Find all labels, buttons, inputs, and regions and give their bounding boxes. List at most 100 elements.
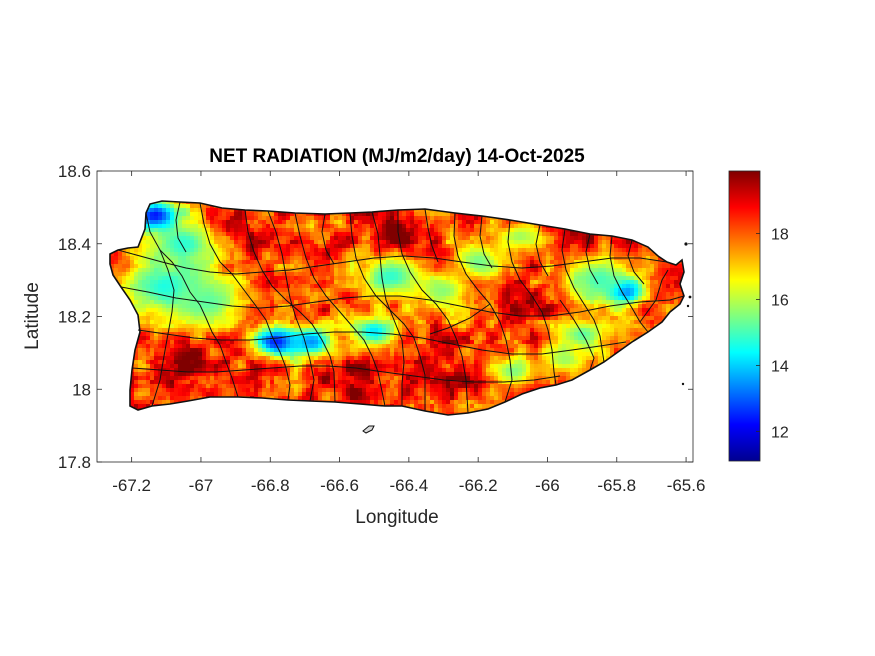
field-cell xyxy=(410,228,415,233)
field-cell xyxy=(494,260,499,265)
field-cell xyxy=(662,272,667,277)
field-cell xyxy=(134,292,139,297)
field-cell xyxy=(630,304,635,309)
field-cell xyxy=(526,296,531,301)
field-cell xyxy=(398,252,403,257)
field-cell xyxy=(258,248,263,253)
field-cell xyxy=(194,264,199,269)
field-cell xyxy=(530,248,535,253)
field-cell xyxy=(130,300,135,305)
field-cell xyxy=(530,296,535,301)
field-cell xyxy=(482,224,487,229)
field-cell xyxy=(410,316,415,321)
field-cell xyxy=(138,324,143,329)
field-cell xyxy=(610,320,615,325)
field-cell xyxy=(130,248,135,253)
field-cell xyxy=(310,216,315,221)
field-cell xyxy=(482,220,487,225)
field-cell xyxy=(242,300,247,305)
field-cell xyxy=(450,220,455,225)
field-cell xyxy=(490,260,495,265)
field-cell xyxy=(650,292,655,297)
field-cell xyxy=(478,256,483,261)
field-cell xyxy=(582,328,587,333)
field-cell xyxy=(150,228,155,233)
field-cell xyxy=(486,324,491,329)
field-cell xyxy=(542,248,547,253)
field-cell xyxy=(374,288,379,293)
field-cell xyxy=(306,284,311,289)
field-cell xyxy=(510,272,515,277)
field-cell xyxy=(406,268,411,273)
field-cell xyxy=(230,264,235,269)
field-cell xyxy=(582,252,587,257)
field-cell xyxy=(534,252,539,257)
field-cell xyxy=(290,248,295,253)
field-cell xyxy=(402,280,407,285)
field-cell xyxy=(374,248,379,253)
field-cell xyxy=(246,244,251,249)
field-cell xyxy=(474,320,479,325)
field-cell xyxy=(318,280,323,285)
field-cell xyxy=(306,280,311,285)
field-cell xyxy=(498,304,503,309)
field-cell xyxy=(402,328,407,333)
field-cell xyxy=(230,220,235,225)
field-cell xyxy=(522,268,527,273)
field-cell xyxy=(590,264,595,269)
field-cell xyxy=(138,300,143,305)
field-cell xyxy=(206,332,211,337)
field-cell xyxy=(226,276,231,281)
field-cell xyxy=(370,224,375,229)
field-cell xyxy=(254,276,259,281)
field-cell xyxy=(298,232,303,237)
field-cell xyxy=(626,320,631,325)
field-cell xyxy=(270,212,275,217)
field-cell xyxy=(250,212,255,217)
field-cell xyxy=(210,316,215,321)
field-cell xyxy=(438,224,443,229)
field-cell xyxy=(538,248,543,253)
field-cell xyxy=(326,280,331,285)
field-cell xyxy=(194,272,199,277)
field-cell xyxy=(190,264,195,269)
field-cell xyxy=(190,220,195,225)
field-cell xyxy=(598,260,603,265)
field-cell xyxy=(482,308,487,313)
field-cell xyxy=(666,292,671,297)
field-cell xyxy=(362,300,367,305)
field-cell xyxy=(182,252,187,257)
field-cell xyxy=(614,276,619,281)
field-cell xyxy=(374,240,379,245)
field-cell xyxy=(582,324,587,329)
field-cell xyxy=(650,272,655,277)
field-cell xyxy=(150,260,155,265)
field-cell xyxy=(158,296,163,301)
field-cell xyxy=(518,260,523,265)
field-cell xyxy=(342,212,347,217)
field-cell xyxy=(234,256,239,261)
field-cell xyxy=(666,300,671,305)
field-cell xyxy=(394,288,399,293)
field-cell xyxy=(486,264,491,269)
field-cell xyxy=(622,276,627,281)
field-cell xyxy=(186,328,191,333)
field-cell xyxy=(486,276,491,281)
field-cell xyxy=(502,280,507,285)
field-cell xyxy=(610,252,615,257)
field-cell xyxy=(254,252,259,257)
field-cell xyxy=(614,308,619,313)
field-cell xyxy=(150,216,155,221)
field-cell xyxy=(310,308,315,313)
field-cell xyxy=(594,260,599,265)
field-cell xyxy=(250,272,255,277)
field-cell xyxy=(598,248,603,253)
field-cell xyxy=(462,264,467,269)
field-cell xyxy=(558,236,563,241)
field-cell xyxy=(634,296,639,301)
field-cell xyxy=(390,288,395,293)
field-cell xyxy=(370,300,375,305)
field-cell xyxy=(498,328,503,333)
field-cell xyxy=(358,316,363,321)
field-cell xyxy=(362,292,367,297)
